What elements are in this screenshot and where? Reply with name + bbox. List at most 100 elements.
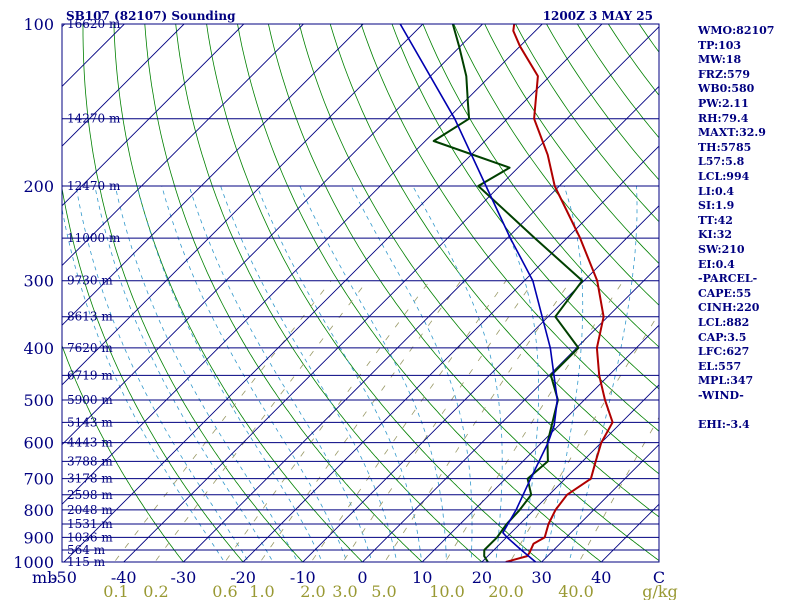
dry-adiabat	[298, 24, 659, 518]
height-label: 5143 m	[67, 415, 113, 429]
moist-adiabat	[299, 185, 447, 562]
index-line: CAPE:55	[698, 286, 752, 300]
index-line: SW:210	[698, 243, 745, 256]
height-label: 564 m	[67, 543, 106, 557]
temperature-tick-label: -30	[171, 568, 197, 587]
dry-adiabat	[267, 24, 659, 562]
index-line: WB0:580	[698, 82, 755, 96]
mixing-ratio-line	[310, 280, 507, 562]
moist-adiabat	[136, 185, 323, 562]
index-line: RH:79.4	[698, 111, 749, 125]
dewpoint-profile	[432, 24, 584, 562]
isotherm	[63, 24, 603, 562]
mixing-ratio-label: 0.6	[212, 582, 237, 600]
index-line: LCL:994	[698, 170, 750, 183]
moist-adiabat	[62, 206, 225, 562]
moist-adiabat	[544, 185, 584, 562]
index-line: -WIND-	[698, 389, 744, 402]
temperature-tick-label: 40	[591, 568, 611, 587]
dry-adiabat	[391, 24, 659, 390]
index-line: SI:1.9	[698, 199, 735, 213]
mixing-ratio-line	[224, 280, 431, 562]
index-line: LCL:882	[698, 316, 750, 329]
dry-adiabat	[546, 24, 659, 181]
height-label: 115 m	[67, 555, 106, 569]
index-line: TH:5785	[698, 140, 752, 154]
dry-adiabat	[237, 24, 602, 562]
temperature-tick-label: 20	[472, 568, 492, 587]
moist-adiabat	[568, 185, 638, 562]
plot-frame	[61, 23, 660, 563]
pressure-tick-label: 800	[23, 501, 54, 520]
height-label: 4443 m	[67, 436, 113, 450]
dry-adiabat	[144, 24, 423, 562]
index-line: MW:18	[698, 53, 742, 67]
isobars	[62, 23, 659, 563]
mixing-ratio-line	[444, 280, 624, 562]
mixing-ratio-line	[259, 280, 462, 562]
index-line: LI:0.4	[698, 184, 735, 198]
dry-adiabat	[206, 24, 543, 562]
dry-adiabat	[422, 24, 659, 348]
moist-adiabat	[220, 185, 398, 562]
index-line: FRZ:579	[698, 67, 751, 81]
mixing-ratio-label: 0.2	[143, 582, 168, 600]
isotherm	[62, 24, 305, 267]
index-line: TT:42	[698, 213, 733, 227]
pressure-tick-label: 500	[23, 391, 54, 410]
height-label: 12470 m	[67, 179, 121, 193]
height-label: 11000 m	[67, 231, 121, 245]
index-line: CINH:220	[698, 301, 760, 315]
dry-adiabat	[515, 24, 659, 223]
profiles	[399, 24, 614, 562]
index-line: TP:103	[698, 38, 742, 52]
height-label: 1036 m	[67, 530, 113, 544]
dry-adiabat	[484, 24, 659, 265]
index-line: EI:0.4	[698, 257, 735, 271]
mixing-ratio-line	[578, 416, 659, 562]
mixing-ratio-label: 2.0	[300, 582, 325, 600]
isotherm	[123, 26, 659, 562]
dry-adiabat	[62, 185, 244, 562]
mixing-ratio-label: 0.1	[103, 582, 128, 600]
height-label: 2048 m	[67, 503, 113, 517]
pressure-tick-label: 600	[23, 434, 54, 453]
dry-adiabat	[784, 12, 800, 573]
height-label: 3178 m	[67, 472, 113, 486]
temperature-tick-label: 10	[412, 568, 432, 587]
isotherm	[481, 384, 659, 562]
height-label: 2598 m	[67, 488, 113, 502]
index-line: KI:32	[698, 228, 733, 242]
temperature-tick-label: 0	[357, 568, 367, 587]
isotherm	[62, 24, 245, 207]
moist-adiabat	[256, 185, 423, 562]
pressure-tick-label: 300	[23, 272, 54, 291]
temperature-tick-label: -10	[290, 568, 316, 587]
height-label: 5900 m	[67, 393, 113, 407]
height-label: 3788 m	[67, 454, 113, 468]
index-line: MPL:347	[698, 374, 754, 388]
isotherm	[62, 24, 364, 326]
moist-adiabat	[350, 185, 473, 562]
pressure-tick-label: 700	[23, 470, 54, 489]
dry-adiabat	[753, 12, 800, 573]
temperature-profile	[505, 24, 614, 562]
mixing-ratio-line	[384, 280, 571, 562]
pressure-tick-label: 400	[23, 339, 54, 358]
isotherm	[62, 24, 185, 147]
index-line: WMO:82107	[698, 24, 775, 37]
height-label: 6719 m	[67, 368, 113, 382]
mixing-ratio-label: 40.0	[558, 582, 594, 600]
axis-labels: 16620 m 14270 m 12470 m 11000 m 9730 m 8613 m…	[13, 15, 678, 600]
pressure-tick-label: 900	[23, 528, 54, 547]
parcel-profile	[399, 24, 559, 562]
index-line: MAXT:32.9	[698, 126, 766, 140]
moist-adiabat	[485, 185, 539, 562]
height-label: 9730 m	[67, 274, 113, 288]
pressure-tick-label: 1000	[13, 553, 54, 572]
valid-time: 1200Z 3 MAY 25	[543, 9, 653, 23]
mixing-ratio-line	[154, 280, 368, 562]
pressure-tick-label: 100	[23, 15, 54, 34]
mixing-ratio-line	[342, 280, 535, 562]
